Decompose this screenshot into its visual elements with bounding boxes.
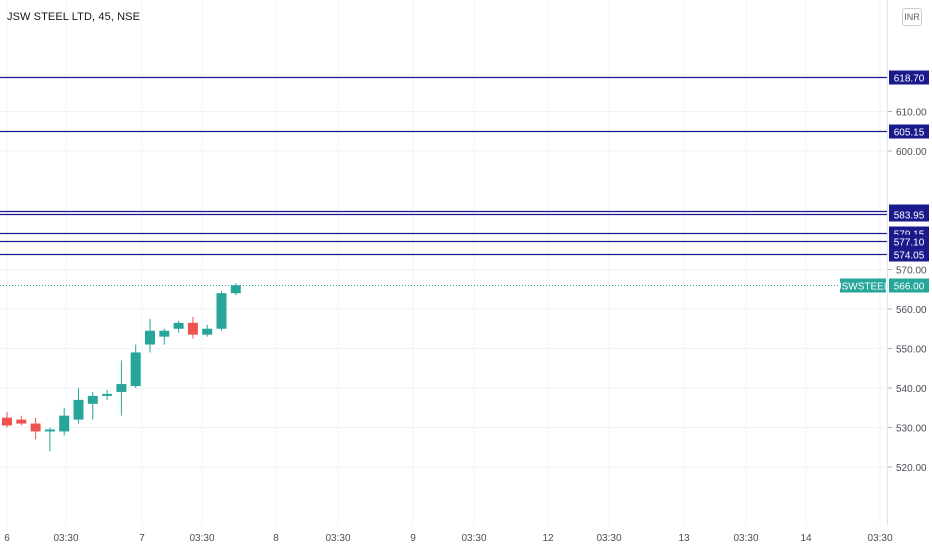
y-tick-label: 530.00 xyxy=(896,424,927,435)
level-label-bg xyxy=(889,207,929,222)
x-tick-label: 03:30 xyxy=(461,533,486,544)
candle-body xyxy=(30,423,41,432)
y-tick-label: 550.00 xyxy=(896,345,927,356)
y-tick-label: 570.00 xyxy=(896,266,927,277)
y-tick-label: 520.00 xyxy=(896,463,927,474)
candle-body xyxy=(2,417,12,426)
level-price-label: 618.70 xyxy=(894,74,925,85)
last-price-label: 566.00 xyxy=(894,282,925,293)
candles xyxy=(2,283,241,452)
level-label-bg xyxy=(889,247,929,262)
x-tick-label: 03:30 xyxy=(596,533,621,544)
candle-body xyxy=(130,352,141,387)
x-tick-label: 03:30 xyxy=(53,533,78,544)
x-tick-label: 6 xyxy=(4,533,10,544)
candle-body xyxy=(116,384,127,392)
last-price-label-bg xyxy=(889,278,929,293)
candle-body xyxy=(102,393,113,396)
level-label-bg xyxy=(889,70,929,85)
x-tick-label: 03:30 xyxy=(189,533,214,544)
x-tick-label: 13 xyxy=(678,533,690,544)
level-price-label: 577.10 xyxy=(894,238,925,249)
candle-body xyxy=(44,429,55,432)
level-label-bg xyxy=(889,234,929,249)
candle-body xyxy=(230,285,241,294)
symbol-label: JSWSTEEL xyxy=(837,282,890,293)
currency-button[interactable]: INR xyxy=(902,8,922,26)
candle-body xyxy=(187,322,198,335)
level-labels: 618.70605.15584.90583.95579.15577.10574.… xyxy=(837,70,929,293)
level-label-bg xyxy=(889,124,929,139)
symbol-label-bg xyxy=(840,278,886,293)
y-tick-label: 610.00 xyxy=(896,108,927,119)
candle-body xyxy=(145,330,155,345)
y-axis-ticks: 520.00 530.00 540.00 550.00 560.00 570.00 600.… xyxy=(888,108,927,474)
candle-body xyxy=(216,293,227,329)
x-tick-label: 12 xyxy=(542,533,554,544)
x-tick-label: 03:30 xyxy=(733,533,758,544)
x-tick-label: 14 xyxy=(800,533,812,544)
level-price-label: 583.95 xyxy=(894,211,925,222)
x-tick-label: 03:30 xyxy=(867,533,892,544)
level-price-label: 605.15 xyxy=(894,128,925,139)
y-tick-label: 600.00 xyxy=(896,147,927,158)
candle-body xyxy=(173,322,184,329)
y-tick-label: 540.00 xyxy=(896,384,927,395)
candle-body xyxy=(87,395,98,404)
horizontal-levels xyxy=(0,76,888,286)
chart-title: JSW STEEL LTD, 45, NSE xyxy=(7,11,141,23)
candle-body xyxy=(202,328,213,335)
x-axis-ticks: 6 03:30 7 03:30 8 03:30 9 03:30 12 03:30 13 03:30 14… xyxy=(4,533,893,544)
candle-body xyxy=(159,330,170,337)
x-tick-label: 03:30 xyxy=(325,533,350,544)
candle-body xyxy=(73,399,84,420)
x-tick-label: 8 xyxy=(273,533,279,544)
candle-body xyxy=(16,419,27,424)
level-price-label: 574.05 xyxy=(894,251,925,262)
grid xyxy=(0,0,888,525)
x-tick-label: 7 xyxy=(139,533,145,544)
y-tick-label: 560.00 xyxy=(896,305,927,316)
candle-body xyxy=(59,415,70,432)
x-tick-label: 9 xyxy=(410,533,416,544)
